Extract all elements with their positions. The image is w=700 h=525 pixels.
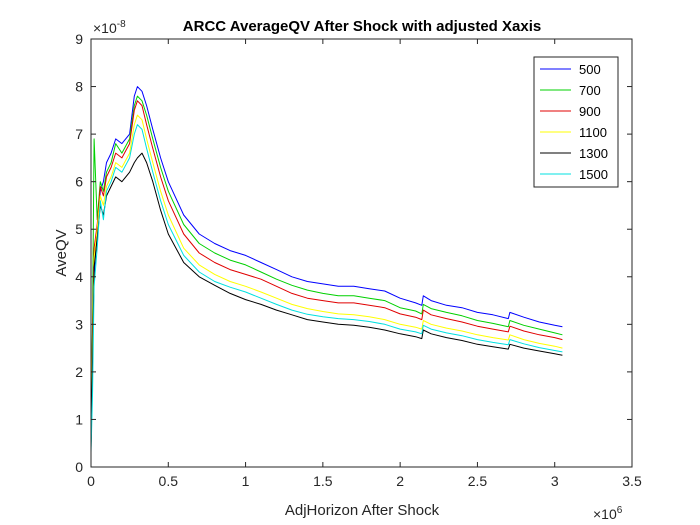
x-axis-label: AdjHorizon After Shock: [285, 502, 440, 519]
x-tick-label: 0.5: [159, 473, 179, 489]
y-exponent-label: ×10-8: [93, 19, 126, 36]
y-tick-label: 6: [75, 174, 83, 190]
legend-label-500: 500: [579, 62, 601, 77]
series-line-900: [90, 100, 563, 444]
series-line-1300: [90, 152, 563, 449]
x-exponent-power: 6: [617, 505, 623, 516]
legend-label-1300: 1300: [579, 146, 608, 161]
legend-label-1500: 1500: [579, 167, 608, 182]
x-tick-label: 3.5: [622, 473, 642, 489]
x-tick-label: 0: [87, 473, 95, 489]
y-tick-label: 0: [75, 459, 83, 475]
series-layer: [90, 86, 563, 453]
y-tick-label: 8: [75, 79, 83, 95]
y-tick-label: 1: [75, 411, 83, 427]
x-tick-label: 1: [242, 473, 250, 489]
legend-box: [533, 56, 619, 188]
y-tick-label: 5: [75, 221, 83, 237]
x-tick-label: 1.5: [313, 473, 333, 489]
series-line-500: [90, 86, 563, 444]
x-exponent-label: ×106: [593, 505, 623, 522]
series-line-700: [90, 95, 563, 444]
y-tick-label: 9: [75, 31, 83, 47]
x-tick-label: 2: [396, 473, 404, 489]
legend-label-900: 900: [579, 104, 601, 119]
chart-title: ARCC AverageQV After Shock with adjusted…: [183, 18, 541, 35]
y-tick-label: 3: [75, 316, 83, 332]
series-line-1100: [90, 114, 563, 444]
x-tick-label: 3: [551, 473, 559, 489]
axes-layer: [90, 38, 633, 468]
y-tick-label: 7: [75, 126, 83, 142]
axes-box: [90, 38, 633, 468]
series-line-1500: [90, 124, 563, 453]
x-exponent-base: ×10: [593, 506, 617, 522]
y-exponent-base: ×10: [93, 20, 117, 36]
y-tick-label: 2: [75, 364, 83, 380]
legend-label-700: 700: [579, 83, 601, 98]
y-axis-label: AveQV: [53, 229, 70, 276]
ticks-layer: 0 0.5 1 1.5 2 2.5 3 3.5 0 1 2 3 4 5 6 7 8 9: [75, 31, 642, 489]
y-exponent-power: -8: [117, 19, 126, 30]
legend-label-1100: 1100: [579, 125, 607, 140]
y-tick-label: 4: [75, 269, 83, 285]
x-tick-label: 2.5: [468, 473, 488, 489]
legend: 500 700 900 1100 1300 1500: [533, 56, 619, 188]
